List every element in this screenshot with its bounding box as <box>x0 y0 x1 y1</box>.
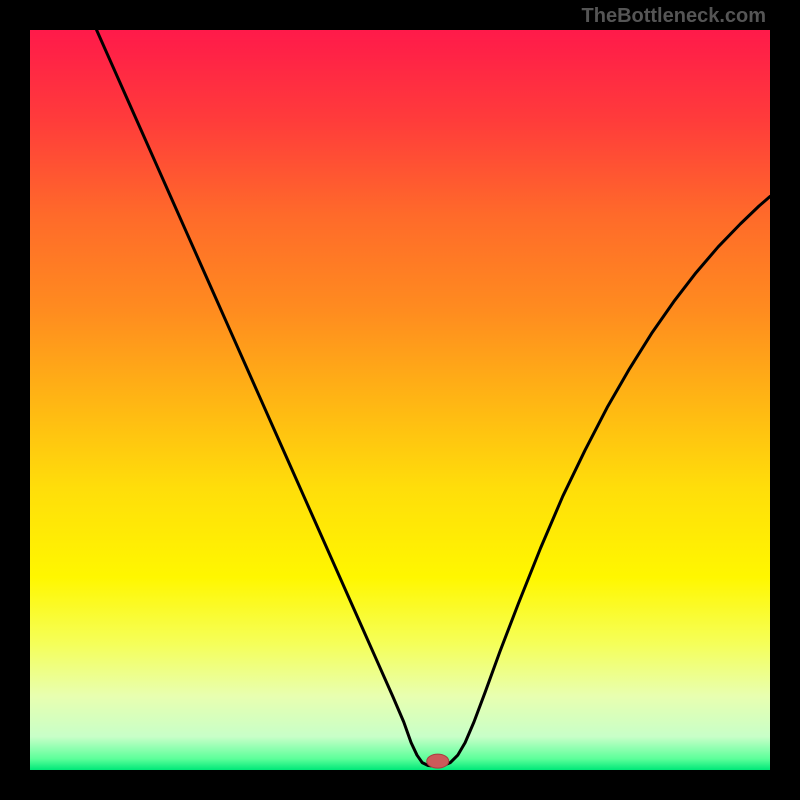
frame-border-right <box>770 0 800 800</box>
frame-border-left <box>0 0 30 800</box>
watermark-text: TheBottleneck.com <box>582 5 766 28</box>
frame-border-bottom <box>0 770 800 800</box>
chart-frame: TheBottleneck.com <box>0 0 800 800</box>
minimum-marker <box>427 754 449 768</box>
plot-area <box>30 30 770 770</box>
chart-background <box>30 30 770 770</box>
chart-svg <box>30 30 770 770</box>
